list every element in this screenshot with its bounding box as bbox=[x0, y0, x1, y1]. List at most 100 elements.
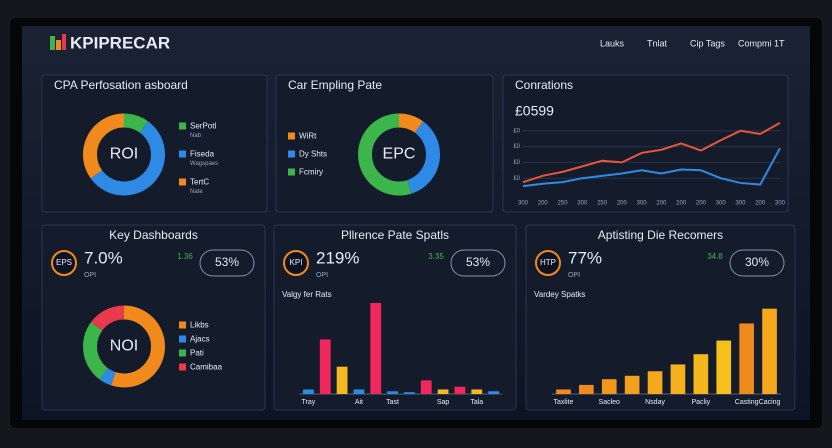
kpi-pill bbox=[199, 249, 255, 277]
bar bbox=[319, 339, 331, 394]
bar bbox=[437, 389, 449, 394]
bar bbox=[762, 308, 777, 394]
donut-segment bbox=[83, 305, 165, 388]
kpi-badge bbox=[51, 250, 77, 276]
logo bbox=[62, 34, 66, 50]
bar bbox=[404, 392, 415, 394]
kpi-pill bbox=[729, 249, 785, 277]
bar bbox=[716, 340, 732, 394]
kpi-badge bbox=[283, 250, 309, 276]
x-tick-label: Nsday bbox=[645, 399, 665, 406]
bar bbox=[353, 389, 365, 394]
x-tick-label: Cacing bbox=[759, 399, 781, 406]
x-tick-label: Tala bbox=[470, 399, 483, 406]
legend-label: WiRt bbox=[299, 132, 317, 141]
x-tick-label: 300 bbox=[577, 201, 588, 207]
bar bbox=[336, 366, 348, 394]
legend-sub: Wagspaes bbox=[190, 161, 218, 167]
bar bbox=[693, 354, 709, 394]
kpi-value: 77% bbox=[568, 248, 602, 267]
kpi-pill bbox=[450, 249, 506, 277]
legend-label: Fcmiry bbox=[299, 168, 323, 177]
x-tick-label: 200 bbox=[538, 201, 549, 207]
x-tick-label: 200 bbox=[676, 201, 687, 207]
x-tick-label: 250 bbox=[558, 201, 569, 207]
donut-segment bbox=[358, 113, 440, 196]
x-tick-label: 300 bbox=[775, 201, 786, 207]
legend-swatch bbox=[288, 168, 295, 176]
x-tick-label: Tray bbox=[302, 399, 316, 406]
kpi-delta: 1.36 bbox=[177, 252, 193, 261]
nav-item[interactable]: Compmi 1T bbox=[738, 38, 785, 48]
chart-subtitle: Vardey Spatks bbox=[534, 290, 585, 299]
panel-title: Conrations bbox=[515, 78, 573, 92]
nav-item[interactable]: Cip Tags bbox=[690, 38, 725, 48]
panel-title: Pllrence Pate Spatls bbox=[341, 228, 449, 242]
chart-subtitle: Valgy fer Rats bbox=[282, 290, 332, 299]
line-series bbox=[522, 122, 781, 184]
y-tick-label: £0 bbox=[513, 144, 520, 150]
x-tick-label: Sacleo bbox=[599, 399, 621, 406]
x-tick-label: Tast bbox=[386, 399, 399, 406]
kpi-badge-label: KPI bbox=[290, 258, 303, 267]
panel-title: CPA Perfosation asboard bbox=[54, 78, 188, 92]
kpi-badge bbox=[535, 250, 561, 276]
bar bbox=[601, 379, 617, 394]
nav-item[interactable]: Tnlat bbox=[647, 38, 668, 48]
nav-item[interactable]: Lauks bbox=[600, 38, 625, 48]
kpi-delta: 34.8 bbox=[707, 252, 723, 261]
kpi-pill-label: 30% bbox=[745, 255, 769, 269]
kpi-pill-label: 53% bbox=[466, 255, 490, 269]
bar bbox=[303, 389, 314, 394]
kpi-badge-label: HTP bbox=[540, 258, 556, 267]
bar bbox=[647, 371, 663, 394]
bar bbox=[420, 380, 432, 394]
legend-swatch bbox=[179, 335, 186, 343]
kpi-sub: OPI bbox=[316, 272, 328, 279]
legend-label: SerPotl bbox=[190, 122, 216, 131]
legend-label: TertC bbox=[190, 178, 209, 187]
x-tick-label: 200 bbox=[656, 201, 667, 207]
legend-swatch bbox=[179, 150, 186, 158]
y-tick-label: £0 bbox=[513, 176, 520, 182]
logo bbox=[56, 40, 61, 50]
x-tick-label: 300 bbox=[637, 201, 648, 207]
x-tick-label: Sap bbox=[437, 399, 450, 406]
bar bbox=[739, 323, 754, 394]
panel-title: Car Empling Pate bbox=[288, 78, 382, 92]
bar bbox=[387, 391, 398, 394]
legend-swatch bbox=[179, 321, 186, 329]
x-tick-label: 200 bbox=[617, 201, 628, 207]
legend-label: Pati bbox=[190, 349, 204, 358]
bar bbox=[556, 389, 571, 394]
x-tick-label: Ait bbox=[355, 399, 363, 406]
donut-segment bbox=[83, 113, 165, 196]
legend-swatch bbox=[179, 363, 186, 371]
donut-center: NOI bbox=[110, 338, 138, 355]
donut-center: ROI bbox=[110, 146, 138, 163]
panel bbox=[502, 74, 789, 213]
bar bbox=[471, 389, 483, 394]
kpi-value: 219% bbox=[316, 248, 359, 267]
kpi-value: 7.0% bbox=[84, 248, 123, 267]
panel-title: Key Dashboards bbox=[109, 228, 198, 242]
legend-swatch bbox=[179, 349, 186, 357]
donut-segment bbox=[83, 305, 165, 388]
y-tick-label: £0 bbox=[513, 160, 520, 166]
headline: £0599 bbox=[515, 103, 554, 119]
kpi-delta: 3.35 bbox=[428, 252, 444, 261]
legend-label: Ajacs bbox=[190, 335, 210, 344]
legend-label: Fiseda bbox=[190, 150, 215, 159]
logo bbox=[50, 36, 55, 50]
legend-swatch bbox=[179, 178, 186, 186]
panel bbox=[273, 224, 517, 411]
panel bbox=[275, 74, 494, 213]
y-tick-label: £0 bbox=[513, 128, 520, 134]
bar bbox=[579, 384, 594, 394]
brand: KPIPRECAR bbox=[70, 33, 170, 52]
x-tick-label: 300 bbox=[716, 201, 727, 207]
bar bbox=[624, 375, 640, 394]
x-tick-label: Taxlite bbox=[554, 399, 574, 406]
x-tick-label: 300 bbox=[735, 201, 746, 207]
